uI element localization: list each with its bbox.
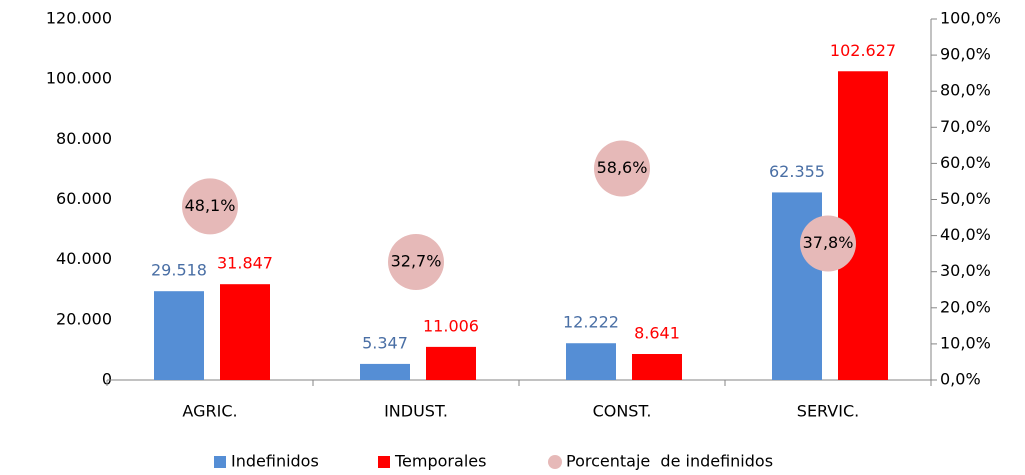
y2-tick-label: 60,0% xyxy=(940,153,991,172)
legend-swatch xyxy=(548,455,562,469)
data-label: 58,6% xyxy=(597,158,648,177)
y-tick-label: 100.000 xyxy=(46,69,112,88)
data-label: 37,8% xyxy=(803,233,854,252)
y2-tick-label: 10,0% xyxy=(940,333,991,352)
data-label: 5.347 xyxy=(362,333,408,352)
x-tick-label: INDUST. xyxy=(384,402,448,421)
legend-swatch xyxy=(214,456,226,468)
y-tick-label: 40.000 xyxy=(56,249,112,268)
data-label: 8.641 xyxy=(634,324,680,343)
data-label: 32,7% xyxy=(391,251,442,270)
point xyxy=(594,140,650,197)
data-label: 29.518 xyxy=(151,261,207,280)
data-label: 31.847 xyxy=(217,254,273,273)
y2-tick-label: 50,0% xyxy=(940,189,991,208)
data-label: 102.627 xyxy=(830,41,896,60)
y-tick-label: 120.000 xyxy=(46,9,112,28)
y-tick-label: 0 xyxy=(102,370,112,389)
point xyxy=(800,215,856,272)
bar xyxy=(154,291,204,380)
x-tick-label: SERVIC. xyxy=(797,402,859,421)
y2-tick-label: 40,0% xyxy=(940,225,991,244)
x-tick-label: CONST. xyxy=(593,402,652,421)
y-tick-label: 20.000 xyxy=(56,309,112,328)
bar xyxy=(426,346,476,380)
data-label: 12.222 xyxy=(563,313,619,332)
point xyxy=(388,233,444,290)
bar xyxy=(360,363,410,380)
bar xyxy=(220,284,270,380)
y-tick-label: 80.000 xyxy=(56,129,112,148)
bar xyxy=(632,354,682,380)
y2-tick-label: 80,0% xyxy=(940,81,991,100)
point xyxy=(182,178,238,235)
y2-tick-label: 100,0% xyxy=(940,9,1001,28)
data-label: 48,1% xyxy=(185,196,236,215)
y2-tick-label: 0,0% xyxy=(940,370,981,389)
y2-tick-label: 20,0% xyxy=(940,297,991,316)
y-tick-label: 60.000 xyxy=(56,189,112,208)
legend-swatch xyxy=(378,456,390,468)
legend-label: Temporales xyxy=(394,452,486,471)
data-label: 62.355 xyxy=(769,162,825,181)
y2-tick-label: 90,0% xyxy=(940,45,991,64)
data-label: 11.006 xyxy=(423,316,479,335)
y2-tick-label: 70,0% xyxy=(940,117,991,136)
x-tick-label: AGRIC. xyxy=(182,402,237,421)
legend-label: Indefinidos xyxy=(231,452,319,471)
legend-label: Porcentaje de indefinidos xyxy=(566,452,773,471)
y2-tick-label: 30,0% xyxy=(940,261,991,280)
bar xyxy=(566,343,616,380)
